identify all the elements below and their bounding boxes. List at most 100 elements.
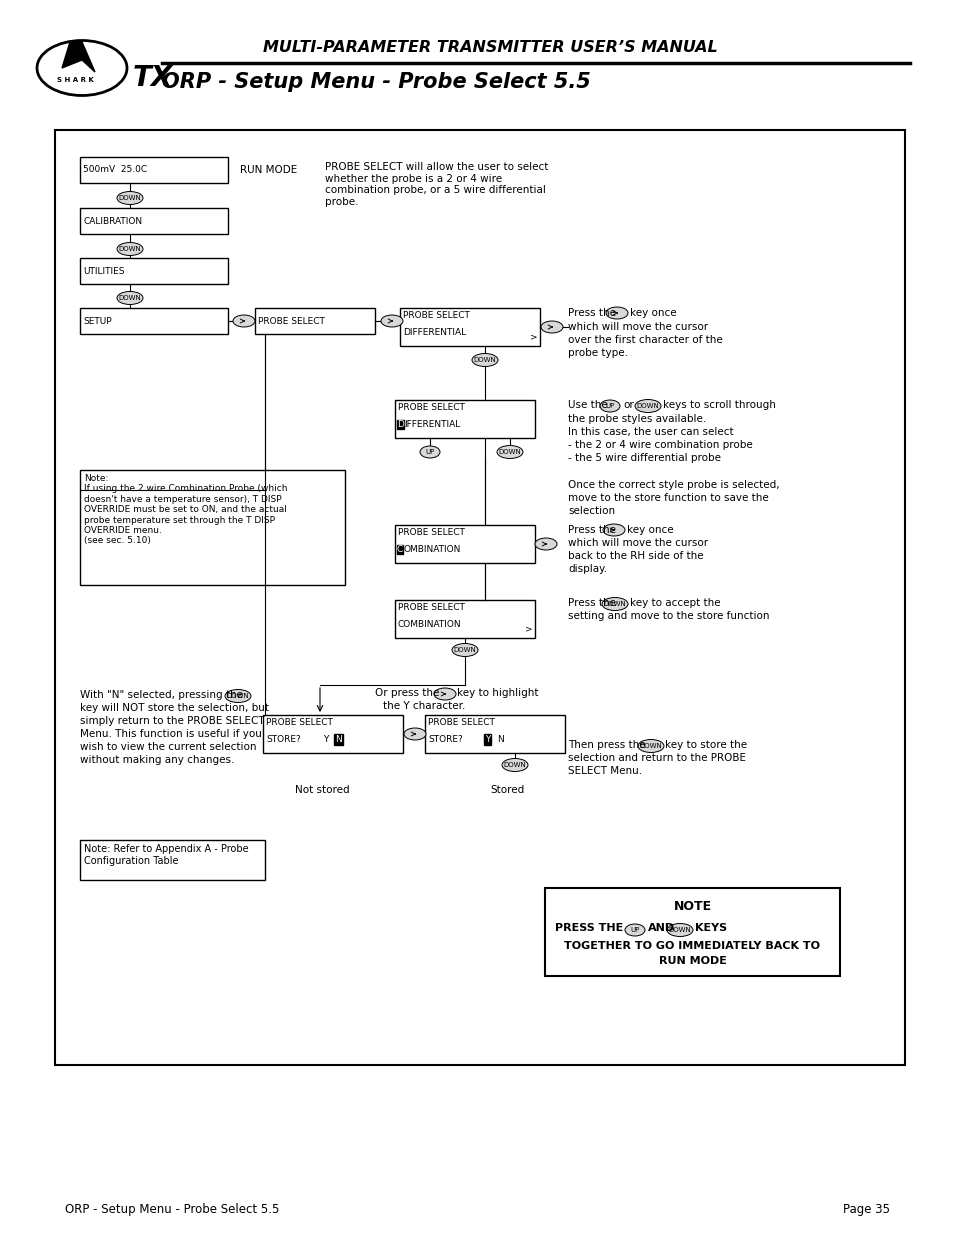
- Text: ORP - Setup Menu - Probe Select 5.5: ORP - Setup Menu - Probe Select 5.5: [65, 1203, 279, 1216]
- Text: SETUP: SETUP: [83, 316, 112, 326]
- Text: D: D: [396, 420, 403, 429]
- Text: Press the: Press the: [567, 525, 616, 535]
- Ellipse shape: [452, 643, 477, 657]
- Bar: [424, 715, 564, 753]
- Ellipse shape: [638, 740, 663, 752]
- Bar: [395, 600, 535, 638]
- Ellipse shape: [501, 758, 527, 772]
- Bar: [263, 715, 402, 753]
- Text: S H A R K: S H A R K: [56, 77, 93, 83]
- Text: setting and move to the store function: setting and move to the store function: [567, 611, 769, 621]
- Bar: [80, 308, 228, 333]
- Text: Stored: Stored: [490, 785, 524, 795]
- Bar: [80, 157, 228, 183]
- Ellipse shape: [599, 400, 619, 412]
- Text: PRESS THE: PRESS THE: [555, 923, 622, 932]
- Bar: [395, 525, 535, 563]
- Text: PROBE SELECT: PROBE SELECT: [397, 603, 464, 613]
- Text: UP: UP: [630, 927, 639, 932]
- Text: RUN MODE: RUN MODE: [658, 956, 725, 966]
- Ellipse shape: [117, 191, 143, 205]
- Text: MULTI-PARAMETER TRANSMITTER USER’S MANUAL: MULTI-PARAMETER TRANSMITTER USER’S MANUA…: [262, 41, 717, 56]
- Text: Y: Y: [323, 735, 328, 743]
- Bar: [80, 258, 228, 284]
- Ellipse shape: [540, 321, 562, 333]
- Text: key to accept the: key to accept the: [629, 598, 720, 608]
- Text: which will move the cursor: which will move the cursor: [567, 322, 707, 332]
- Ellipse shape: [666, 924, 692, 936]
- Text: DOWN: DOWN: [227, 693, 249, 699]
- Bar: [544, 888, 840, 976]
- Text: Not stored: Not stored: [294, 785, 349, 795]
- Text: Use the: Use the: [567, 400, 607, 410]
- Text: UP: UP: [605, 403, 614, 409]
- Text: DOWN: DOWN: [668, 927, 691, 932]
- Text: PROBE SELECT: PROBE SELECT: [266, 718, 333, 727]
- Ellipse shape: [37, 41, 127, 95]
- Text: key to store the: key to store the: [664, 740, 746, 750]
- Text: D: D: [396, 420, 403, 429]
- Text: N: N: [335, 735, 341, 743]
- Bar: [80, 840, 265, 881]
- Polygon shape: [62, 42, 95, 72]
- Text: In this case, the user can select: In this case, the user can select: [567, 427, 733, 437]
- Text: NOTE: NOTE: [673, 900, 711, 913]
- Text: DOWN: DOWN: [603, 601, 626, 606]
- Ellipse shape: [602, 524, 624, 536]
- Text: PROBE SELECT will allow the user to select
whether the probe is a 2 or 4 wire
co: PROBE SELECT will allow the user to sele…: [325, 162, 548, 206]
- Ellipse shape: [117, 291, 143, 305]
- Text: DOWN: DOWN: [498, 450, 521, 454]
- Text: STORE?: STORE?: [266, 735, 300, 743]
- Text: N: N: [335, 735, 341, 743]
- Text: DOWN: DOWN: [118, 195, 141, 201]
- Ellipse shape: [601, 598, 627, 610]
- Text: - the 2 or 4 wire combination probe: - the 2 or 4 wire combination probe: [567, 440, 752, 450]
- Text: Press the: Press the: [567, 308, 616, 317]
- Text: probe type.: probe type.: [567, 348, 627, 358]
- Text: Note:
If using the 2 wire Combination Probe (which
doesn't have a temperature se: Note: If using the 2 wire Combination Pr…: [84, 474, 287, 546]
- Text: UP: UP: [425, 450, 435, 454]
- Text: CALIBRATION: CALIBRATION: [83, 216, 142, 226]
- Text: N: N: [497, 735, 503, 743]
- Text: without making any changes.: without making any changes.: [80, 755, 234, 764]
- Text: DOWN: DOWN: [473, 357, 496, 363]
- Text: key to highlight: key to highlight: [456, 688, 537, 698]
- Text: simply return to the PROBE SELECT: simply return to the PROBE SELECT: [80, 716, 264, 726]
- Text: selection and return to the PROBE: selection and return to the PROBE: [567, 753, 745, 763]
- Ellipse shape: [605, 308, 627, 319]
- Text: Menu. This function is useful if you: Menu. This function is useful if you: [80, 729, 262, 739]
- Text: DOWN: DOWN: [118, 246, 141, 252]
- Ellipse shape: [472, 353, 497, 367]
- Text: key once: key once: [629, 308, 676, 317]
- Text: Y: Y: [484, 735, 490, 743]
- Text: C: C: [396, 545, 403, 555]
- Text: DIFFERENTIAL: DIFFERENTIAL: [402, 329, 466, 337]
- Text: or: or: [622, 400, 633, 410]
- Ellipse shape: [117, 242, 143, 256]
- Text: STORE?: STORE?: [428, 735, 462, 743]
- Text: OMBINATION: OMBINATION: [403, 545, 461, 555]
- Text: - the 5 wire differential probe: - the 5 wire differential probe: [567, 453, 720, 463]
- Ellipse shape: [434, 688, 456, 700]
- Text: wish to view the current selection: wish to view the current selection: [80, 742, 256, 752]
- Text: DOWN: DOWN: [636, 403, 659, 409]
- Text: Y: Y: [484, 735, 490, 743]
- Bar: [254, 308, 375, 333]
- Ellipse shape: [380, 315, 402, 327]
- Text: DOWN: DOWN: [453, 647, 476, 653]
- Text: 500mV  25.0C: 500mV 25.0C: [83, 165, 147, 174]
- Text: RUN MODE: RUN MODE: [240, 165, 297, 175]
- Text: >: >: [530, 332, 537, 341]
- Ellipse shape: [225, 689, 251, 703]
- Ellipse shape: [635, 399, 660, 412]
- Text: >: >: [524, 624, 532, 634]
- Ellipse shape: [419, 446, 439, 458]
- Bar: [80, 471, 345, 585]
- Ellipse shape: [497, 446, 522, 458]
- Text: C: C: [396, 545, 403, 555]
- Text: COMBINATION: COMBINATION: [397, 620, 461, 629]
- Text: UTILITIES: UTILITIES: [83, 267, 125, 275]
- Text: With "N" selected, pressing the: With "N" selected, pressing the: [80, 690, 243, 700]
- Text: display.: display.: [567, 564, 606, 574]
- Text: move to the store function to save the: move to the store function to save the: [567, 493, 768, 503]
